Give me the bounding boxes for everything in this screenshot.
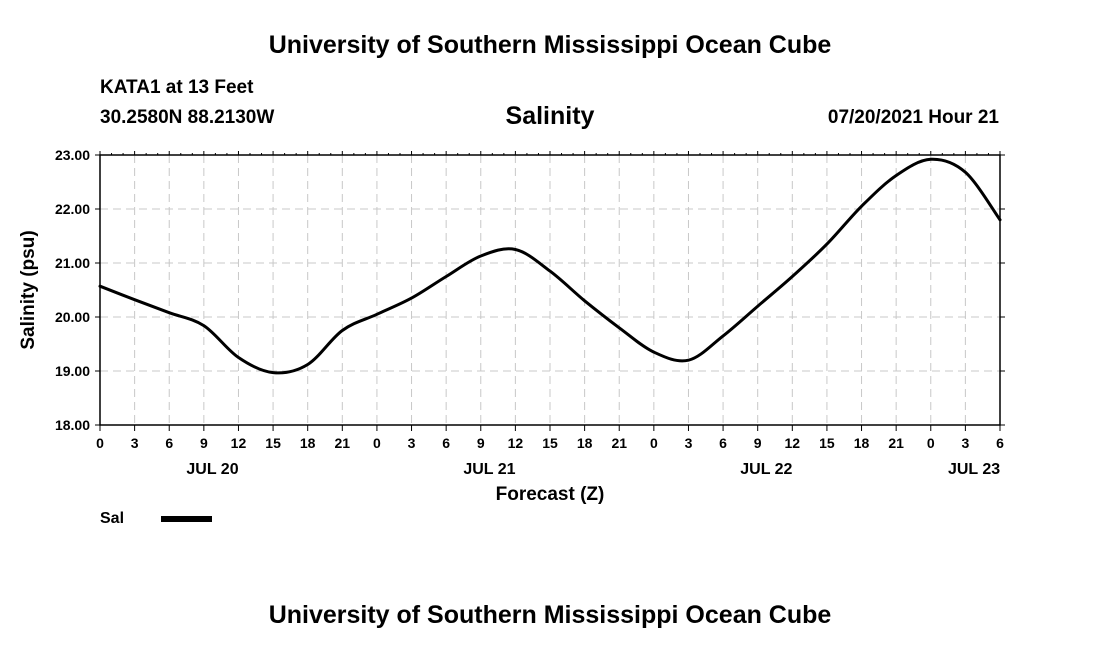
legend-line-swatch: [161, 516, 212, 522]
x-tick-label: 18: [854, 435, 870, 451]
x-tick-label: 12: [231, 435, 247, 451]
y-tick-label: 20.00: [55, 309, 90, 325]
x-tick-label: 3: [961, 435, 969, 451]
x-tick-label: 3: [131, 435, 139, 451]
page-title: University of Southern Mississippi Ocean…: [268, 31, 832, 59]
x-tick-label: 15: [542, 435, 558, 451]
x-tick-label: 21: [888, 435, 904, 451]
x-axis-label: Forecast (Z): [496, 484, 605, 505]
x-tick-label: 0: [650, 435, 658, 451]
x-tick-label: 6: [442, 435, 450, 451]
y-tick-label: 21.00: [55, 255, 90, 271]
x-tick-label: 6: [996, 435, 1004, 451]
x-tick-label: 9: [200, 435, 208, 451]
x-tick-label: 18: [577, 435, 593, 451]
x-tick-label: 21: [611, 435, 627, 451]
x-tick-label: 3: [408, 435, 416, 451]
footer-title: University of Southern Mississippi Ocean…: [268, 601, 832, 629]
x-tick-label: 6: [165, 435, 173, 451]
station-coordinates: 30.2580N 88.2130W: [100, 107, 275, 128]
x-tick-label: 9: [477, 435, 485, 451]
x-tick-label: 12: [785, 435, 801, 451]
x-day-label: JUL 22: [740, 461, 792, 478]
x-tick-label: 15: [819, 435, 835, 451]
x-tick-label: 3: [685, 435, 693, 451]
x-tick-label: 9: [754, 435, 762, 451]
forecast-datetime: 07/20/2021 Hour 21: [827, 107, 999, 128]
x-day-label: JUL 20: [186, 461, 238, 478]
x-tick-label: 15: [265, 435, 281, 451]
x-tick-label: 21: [335, 435, 351, 451]
legend-label: Sal: [100, 510, 125, 527]
y-tick-label: 23.00: [55, 147, 90, 163]
x-tick-label: 12: [508, 435, 524, 451]
x-tick-label: 0: [927, 435, 935, 451]
x-tick-label: 6: [719, 435, 727, 451]
x-tick-label: 18: [300, 435, 316, 451]
y-axis-label: Salinity (psu): [18, 230, 39, 349]
y-tick-label: 22.00: [55, 201, 90, 217]
x-tick-label: 0: [373, 435, 381, 451]
salinity-series-line: [98, 157, 1002, 375]
x-day-label: JUL 23: [948, 461, 1000, 478]
y-tick-label: 18.00: [55, 417, 90, 433]
station-label: KATA1 at 13 Feet: [100, 77, 254, 98]
variable-title: Salinity: [505, 102, 595, 130]
x-day-label: JUL 21: [463, 461, 515, 478]
x-tick-label: 0: [96, 435, 104, 451]
y-tick-label: 19.00: [55, 363, 90, 379]
